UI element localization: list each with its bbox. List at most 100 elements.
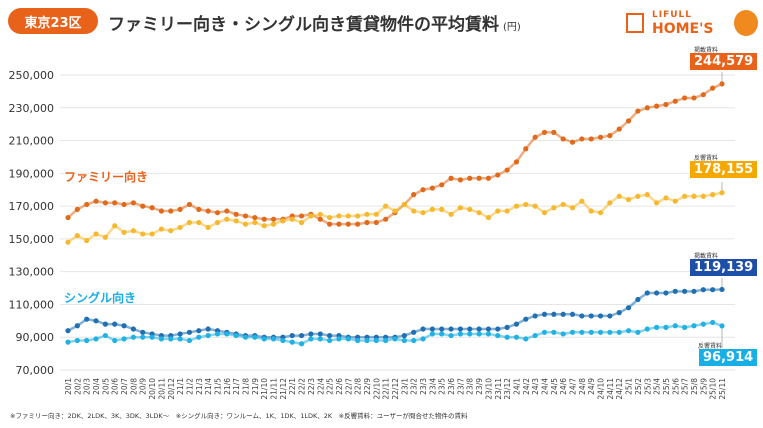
x-tick-label: 24/9 [587,378,596,395]
x-tick-label: 24/3 [531,378,540,395]
x-tick-label: 24/2 [522,378,531,395]
data-point [532,332,538,339]
data-point [682,95,688,101]
data-point [121,323,127,329]
data-point [84,201,90,208]
data-point [373,211,379,217]
x-tick-label: 24/10 [597,378,606,400]
data-point [654,200,660,206]
data-point [168,208,174,214]
data-point [224,331,230,337]
data-point [298,341,305,347]
data-point [532,203,538,209]
data-point [65,214,71,221]
lifull-homes-logo: LIFULL HOME'S [626,10,758,40]
data-point [74,337,80,344]
x-tick-label: 25/6 [671,378,680,395]
x-tick-label: 20/9 [139,378,148,395]
data-point [672,198,678,204]
unit-label: (円) [503,22,521,33]
data-point [327,337,333,344]
data-point [336,221,342,227]
y-tick-label: 190,000 [9,167,55,180]
data-point [121,336,127,342]
data-point [439,182,445,188]
data-point [663,290,669,296]
data-point [551,205,557,211]
data-point [224,216,230,222]
x-tick-label: 25/10 [709,378,718,400]
x-tick-label: 20/6 [111,378,120,395]
y-tick-label: 230,000 [9,102,55,115]
data-point [495,172,501,178]
data-point [719,286,725,293]
data-point [336,336,342,342]
data-point [308,336,314,342]
x-tick-label: 23/5 [438,378,447,395]
data-point [298,213,305,219]
data-point [214,331,221,337]
callout-caption: 掲載賃料 [693,253,718,260]
logo-line1: LIFULL [652,10,693,20]
callout-value: 244,579 [690,53,758,70]
data-point [186,337,193,344]
data-point [158,336,165,342]
x-tick-label: 21/8 [242,378,251,395]
callout-value: 96,914 [699,349,758,366]
x-tick-label: 25/7 [681,378,690,395]
data-point [149,231,155,237]
data-point [308,213,314,219]
y-tick-label: 70,000 [16,364,55,377]
data-point [93,231,99,237]
data-point [355,337,361,344]
data-point [700,287,706,293]
data-point [140,329,146,335]
data-point [560,331,566,337]
callout-caption: 掲載賃料 [693,47,718,54]
data-point [392,336,398,342]
data-point [149,205,155,211]
data-point [579,329,585,335]
data-point [691,193,697,199]
data-point [523,146,529,152]
data-point [130,228,136,234]
y-tick-label: 130,000 [9,266,55,279]
data-point [616,126,622,132]
data-point [383,337,389,344]
data-point [93,336,99,342]
data-point [579,198,585,204]
data-point [429,185,435,191]
data-point [429,206,435,212]
data-point [65,328,71,334]
data-point [280,218,286,224]
data-point [607,313,613,319]
data-point [261,336,267,342]
x-tick-label: 25/2 [634,378,643,395]
data-point [607,133,613,139]
x-tick-label: 20/3 [83,378,92,395]
data-point [196,328,202,334]
data-point [130,200,136,206]
x-tick-label: 22/10 [372,378,381,400]
data-point [429,331,435,337]
data-point [317,331,323,337]
data-point [625,328,632,334]
data-point [383,216,389,222]
data-point [439,206,445,212]
data-point [597,313,604,319]
title-text: ファミリー向き・シングル向き賃貸物件の平均賃料 [108,15,499,35]
data-point [588,313,594,319]
data-point [224,208,230,214]
x-tick-label: 23/3 [419,378,428,395]
data-point [495,332,501,339]
data-point [700,321,706,327]
data-point [551,329,557,335]
data-point [485,175,492,181]
data-point [700,92,706,98]
data-point [177,206,183,212]
data-point [597,210,604,216]
x-tick-label: 21/4 [204,378,213,395]
data-point [635,193,641,199]
data-point [140,203,146,209]
data-point [682,193,688,199]
